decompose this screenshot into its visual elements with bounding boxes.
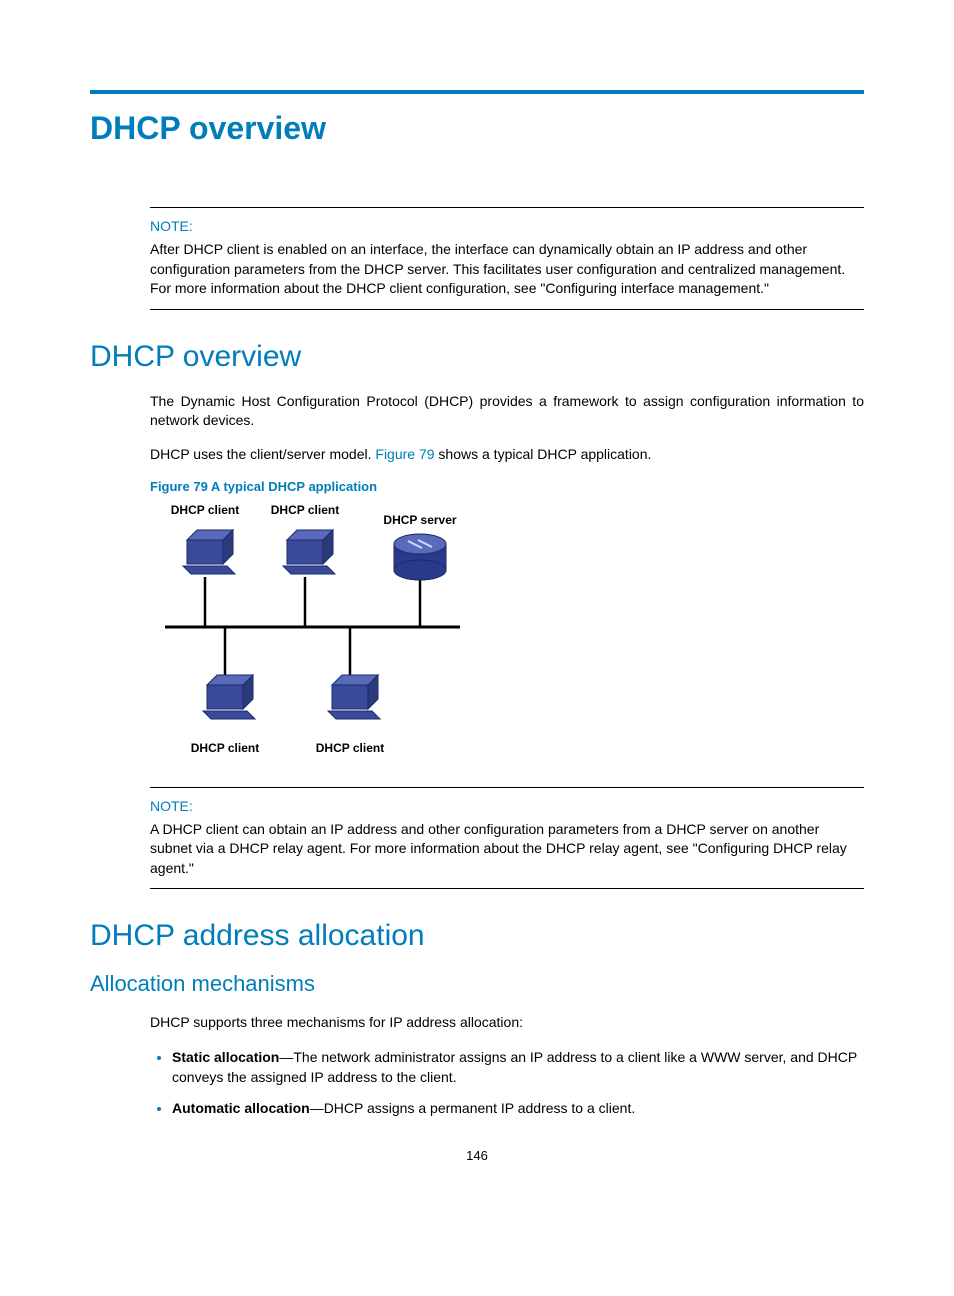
subsection-allocation-mechanisms: Allocation mechanisms [90, 971, 864, 997]
section-address-allocation: DHCP address allocation [90, 919, 864, 953]
svg-text:DHCP client: DHCP client [271, 503, 339, 517]
list-term: Automatic allocation [172, 1100, 310, 1116]
note-box-1: NOTE: After DHCP client is enabled on an… [150, 207, 864, 310]
note-text: After DHCP client is enabled on an inter… [150, 240, 864, 299]
section-dhcp-overview: DHCP overview [90, 340, 864, 374]
allocation-list: Static allocation—The network administra… [150, 1047, 864, 1118]
note-box-2: NOTE: A DHCP client can obtain an IP add… [150, 787, 864, 890]
figure-caption: Figure 79 A typical DHCP application [150, 479, 864, 494]
main-title: DHCP overview [90, 110, 864, 147]
note-label: NOTE: [150, 798, 864, 814]
figure-link[interactable]: Figure 79 [375, 446, 434, 462]
svg-text:DHCP client: DHCP client [191, 741, 259, 755]
para-overview-2: DHCP uses the client/server model. Figur… [150, 445, 864, 465]
figure-79: DHCP client DHCP client DHCP server DHCP cl… [150, 502, 864, 767]
para-overview-1: The Dynamic Host Configuration Protocol … [150, 392, 864, 431]
allocation-intro: DHCP supports three mechanisms for IP ad… [150, 1013, 864, 1033]
network-diagram: DHCP client DHCP client DHCP server DHCP cl… [150, 502, 490, 762]
note-label: NOTE: [150, 218, 864, 234]
svg-text:DHCP server: DHCP server [383, 513, 456, 527]
svg-text:DHCP client: DHCP client [316, 741, 384, 755]
page-number: 146 [90, 1148, 864, 1163]
list-desc: —DHCP assigns a permanent IP address to … [310, 1100, 636, 1116]
para2-post: shows a typical DHCP application. [435, 446, 652, 462]
list-term: Static allocation [172, 1049, 279, 1065]
para2-pre: DHCP uses the client/server model. [150, 446, 375, 462]
top-rule [90, 90, 864, 94]
svg-text:DHCP client: DHCP client [171, 503, 239, 517]
list-item: Static allocation—The network administra… [172, 1047, 864, 1088]
list-item: Automatic allocation—DHCP assigns a perm… [172, 1098, 864, 1118]
page: DHCP overview NOTE: After DHCP client is… [0, 0, 954, 1203]
note-text: A DHCP client can obtain an IP address a… [150, 820, 864, 879]
